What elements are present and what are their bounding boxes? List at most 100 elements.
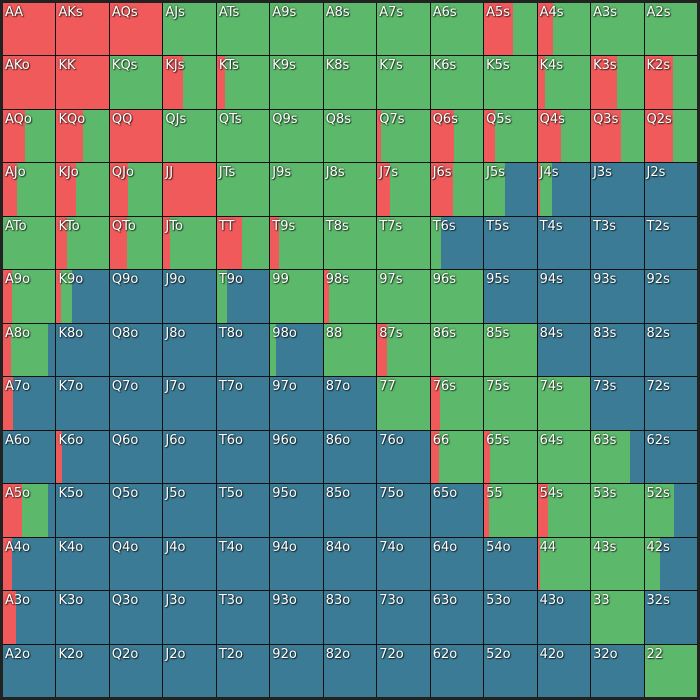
hand-cell-k6o[interactable]: K6o xyxy=(56,430,109,484)
hand-cell-q6s[interactable]: Q6s xyxy=(430,109,484,163)
hand-cell-86s[interactable]: 86s xyxy=(430,323,484,377)
hand-cell-t9s[interactable]: T9s xyxy=(270,216,323,270)
hand-cell-22[interactable]: 22 xyxy=(644,644,697,697)
hand-cell-99[interactable]: 99 xyxy=(270,270,323,323)
hand-cell-87s[interactable]: 87s xyxy=(377,323,430,377)
hand-cell-82s[interactable]: 82s xyxy=(644,323,697,377)
hand-cell-k6s[interactable]: K6s xyxy=(430,56,484,109)
hand-cell-aa[interactable]: AA xyxy=(3,3,56,56)
hand-cell-q8s[interactable]: Q8s xyxy=(323,109,377,163)
hand-cell-t4s[interactable]: T4s xyxy=(537,216,591,270)
hand-cell-qts[interactable]: QTs xyxy=(216,109,270,163)
hand-cell-a9o[interactable]: A9o xyxy=(3,270,56,323)
hand-cell-94o[interactable]: 94o xyxy=(270,537,323,591)
hand-cell-t8s[interactable]: T8s xyxy=(323,216,377,270)
hand-cell-k8s[interactable]: K8s xyxy=(323,56,377,109)
hand-cell-q3o[interactable]: Q3o xyxy=(109,591,163,644)
hand-cell-kqo[interactable]: KQo xyxy=(56,109,109,163)
hand-cell-j3s[interactable]: J3s xyxy=(591,163,644,216)
hand-cell-qq[interactable]: QQ xyxy=(109,109,163,163)
hand-cell-a5o[interactable]: A5o xyxy=(3,484,56,537)
hand-cell-96s[interactable]: 96s xyxy=(430,270,484,323)
hand-cell-qjo[interactable]: QJo xyxy=(109,163,163,216)
hand-cell-a4o[interactable]: A4o xyxy=(3,537,56,591)
hand-cell-94s[interactable]: 94s xyxy=(537,270,591,323)
hand-cell-t6s[interactable]: T6s xyxy=(430,216,484,270)
hand-cell-73o[interactable]: 73o xyxy=(377,591,430,644)
hand-cell-t7o[interactable]: T7o xyxy=(216,377,270,430)
hand-cell-q4o[interactable]: Q4o xyxy=(109,537,163,591)
hand-cell-54s[interactable]: 54s xyxy=(537,484,591,537)
hand-cell-k3o[interactable]: K3o xyxy=(56,591,109,644)
hand-cell-k9s[interactable]: K9s xyxy=(270,56,323,109)
hand-cell-kts[interactable]: KTs xyxy=(216,56,270,109)
hand-cell-a3s[interactable]: A3s xyxy=(591,3,644,56)
hand-cell-q9o[interactable]: Q9o xyxy=(109,270,163,323)
hand-cell-43o[interactable]: 43o xyxy=(537,591,591,644)
hand-cell-t2s[interactable]: T2s xyxy=(644,216,697,270)
hand-cell-q2o[interactable]: Q2o xyxy=(109,644,163,697)
hand-cell-42o[interactable]: 42o xyxy=(537,644,591,697)
hand-cell-64o[interactable]: 64o xyxy=(430,537,484,591)
hand-cell-kjo[interactable]: KJo xyxy=(56,163,109,216)
hand-cell-62o[interactable]: 62o xyxy=(430,644,484,697)
hand-cell-t5o[interactable]: T5o xyxy=(216,484,270,537)
hand-cell-j6o[interactable]: J6o xyxy=(163,430,216,484)
hand-cell-q8o[interactable]: Q8o xyxy=(109,323,163,377)
hand-cell-98o[interactable]: 98o xyxy=(270,323,323,377)
hand-cell-t9o[interactable]: T9o xyxy=(216,270,270,323)
hand-cell-43s[interactable]: 43s xyxy=(591,537,644,591)
hand-cell-k8o[interactable]: K8o xyxy=(56,323,109,377)
hand-cell-kqs[interactable]: KQs xyxy=(109,56,163,109)
hand-cell-52s[interactable]: 52s xyxy=(644,484,697,537)
hand-cell-65s[interactable]: 65s xyxy=(484,430,537,484)
hand-cell-j6s[interactable]: J6s xyxy=(430,163,484,216)
hand-cell-kto[interactable]: KTo xyxy=(56,216,109,270)
hand-cell-t7s[interactable]: T7s xyxy=(377,216,430,270)
hand-cell-66[interactable]: 66 xyxy=(430,430,484,484)
hand-cell-j8s[interactable]: J8s xyxy=(323,163,377,216)
hand-cell-a7o[interactable]: A7o xyxy=(3,377,56,430)
hand-cell-ajo[interactable]: AJo xyxy=(3,163,56,216)
hand-cell-jts[interactable]: JTs xyxy=(216,163,270,216)
hand-cell-k7s[interactable]: K7s xyxy=(377,56,430,109)
hand-cell-95o[interactable]: 95o xyxy=(270,484,323,537)
hand-cell-93s[interactable]: 93s xyxy=(591,270,644,323)
hand-cell-ajs[interactable]: AJs xyxy=(163,3,216,56)
hand-cell-42s[interactable]: 42s xyxy=(644,537,697,591)
hand-cell-aqo[interactable]: AQo xyxy=(3,109,56,163)
hand-cell-a6s[interactable]: A6s xyxy=(430,3,484,56)
hand-cell-j3o[interactable]: J3o xyxy=(163,591,216,644)
hand-cell-k3s[interactable]: K3s xyxy=(591,56,644,109)
hand-cell-qto[interactable]: QTo xyxy=(109,216,163,270)
hand-cell-q2s[interactable]: Q2s xyxy=(644,109,697,163)
hand-cell-a7s[interactable]: A7s xyxy=(377,3,430,56)
hand-cell-87o[interactable]: 87o xyxy=(323,377,377,430)
hand-cell-kjs[interactable]: KJs xyxy=(163,56,216,109)
hand-cell-j2o[interactable]: J2o xyxy=(163,644,216,697)
hand-cell-88[interactable]: 88 xyxy=(323,323,377,377)
hand-cell-63o[interactable]: 63o xyxy=(430,591,484,644)
hand-cell-t5s[interactable]: T5s xyxy=(484,216,537,270)
hand-cell-k4s[interactable]: K4s xyxy=(537,56,591,109)
hand-cell-84o[interactable]: 84o xyxy=(323,537,377,591)
hand-cell-q5s[interactable]: Q5s xyxy=(484,109,537,163)
hand-cell-k7o[interactable]: K7o xyxy=(56,377,109,430)
hand-cell-tt[interactable]: TT xyxy=(216,216,270,270)
hand-cell-q6o[interactable]: Q6o xyxy=(109,430,163,484)
hand-cell-76s[interactable]: 76s xyxy=(430,377,484,430)
hand-cell-63s[interactable]: 63s xyxy=(591,430,644,484)
hand-cell-t3s[interactable]: T3s xyxy=(591,216,644,270)
hand-cell-73s[interactable]: 73s xyxy=(591,377,644,430)
hand-cell-83o[interactable]: 83o xyxy=(323,591,377,644)
hand-cell-q3s[interactable]: Q3s xyxy=(591,109,644,163)
hand-cell-85s[interactable]: 85s xyxy=(484,323,537,377)
hand-cell-ato[interactable]: ATo xyxy=(3,216,56,270)
hand-cell-92s[interactable]: 92s xyxy=(644,270,697,323)
hand-cell-k5s[interactable]: K5s xyxy=(484,56,537,109)
hand-cell-k2s[interactable]: K2s xyxy=(644,56,697,109)
hand-cell-t2o[interactable]: T2o xyxy=(216,644,270,697)
hand-cell-a6o[interactable]: A6o xyxy=(3,430,56,484)
hand-cell-62s[interactable]: 62s xyxy=(644,430,697,484)
hand-cell-64s[interactable]: 64s xyxy=(537,430,591,484)
